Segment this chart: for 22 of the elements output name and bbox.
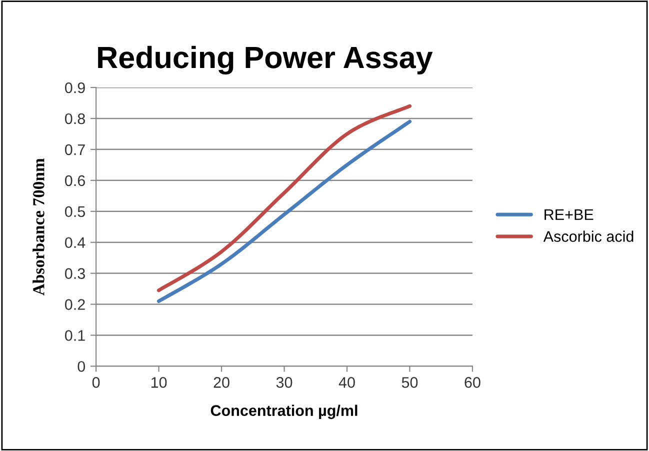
y-tick-label: 0.2: [64, 299, 85, 310]
y-tick-label: 0.8: [64, 113, 85, 124]
y-tick-label: 0.3: [64, 268, 85, 279]
y-tick-label: 0.1: [64, 330, 85, 341]
x-tick-label: 30: [276, 377, 292, 388]
x-axis-title: Concentration µg/ml: [210, 404, 358, 420]
y-tick-label: 0.4: [64, 237, 86, 248]
x-tick-label: 10: [151, 377, 167, 388]
legend-label: Ascorbic acid: [543, 230, 634, 242]
chart-title: Reducing Power Assay: [98, 46, 433, 75]
x-tick-label: 50: [402, 377, 418, 388]
legend-label: RE+BE: [544, 209, 594, 220]
y-axis-title: Absorbance 700nm: [32, 158, 44, 296]
y-tick-label: 0.9: [64, 82, 85, 94]
y-tick-label: 0: [78, 361, 86, 372]
y-tick-label: 0.6: [64, 175, 85, 186]
x-tick-label: 0: [92, 377, 100, 388]
x-tick-label: 20: [214, 377, 230, 388]
x-tick-label: 40: [338, 377, 355, 388]
y-tick-label: 0.5: [64, 206, 85, 218]
y-tick-label: 0.7: [64, 144, 85, 156]
x-tick-label: 60: [464, 377, 480, 388]
